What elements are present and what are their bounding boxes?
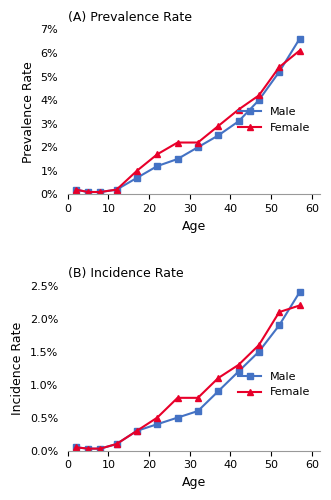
Female — [155, 414, 159, 420]
Legend: Male, Female: Male, Female — [234, 368, 314, 402]
Female — [175, 395, 179, 401]
Female — [98, 189, 102, 195]
Male — [277, 69, 281, 75]
Female — [74, 444, 78, 450]
Male — [298, 36, 302, 42]
Text: (B) Incidence Rate: (B) Incidence Rate — [68, 268, 183, 280]
Male — [175, 156, 179, 162]
Female — [74, 186, 78, 192]
Male — [155, 163, 159, 169]
Male — [86, 189, 90, 195]
Female — [216, 375, 220, 381]
Female — [135, 428, 139, 434]
Male — [237, 118, 241, 124]
Male — [115, 441, 118, 447]
Male — [257, 348, 261, 354]
Male — [196, 408, 200, 414]
Male — [216, 132, 220, 138]
Female — [237, 362, 241, 368]
Female — [98, 446, 102, 452]
Female — [277, 64, 281, 70]
Female — [115, 441, 118, 447]
Male — [135, 428, 139, 434]
Legend: Male, Female: Male, Female — [234, 103, 314, 138]
Female — [237, 106, 241, 112]
Female — [86, 189, 90, 195]
Male — [74, 444, 78, 450]
Female — [277, 309, 281, 315]
Male — [298, 290, 302, 296]
X-axis label: Age: Age — [182, 476, 206, 489]
Female — [115, 186, 118, 192]
Line: Male: Male — [73, 36, 302, 195]
Female — [155, 152, 159, 158]
Male — [257, 97, 261, 103]
Female — [135, 168, 139, 174]
Male — [135, 175, 139, 181]
Line: Female: Female — [72, 302, 303, 452]
Female — [86, 446, 90, 452]
Male — [155, 421, 159, 427]
Line: Female: Female — [72, 47, 303, 196]
Female — [298, 48, 302, 54]
Male — [175, 414, 179, 420]
Female — [216, 123, 220, 129]
Male — [237, 368, 241, 374]
Female — [298, 302, 302, 308]
Male — [98, 189, 102, 195]
Male — [86, 446, 90, 452]
Line: Male: Male — [73, 290, 302, 452]
Female — [196, 140, 200, 145]
Female — [257, 342, 261, 348]
Female — [257, 92, 261, 98]
Male — [98, 446, 102, 452]
Female — [175, 140, 179, 145]
Male — [277, 322, 281, 328]
X-axis label: Age: Age — [182, 220, 206, 232]
Male — [196, 144, 200, 150]
Y-axis label: Incidence Rate: Incidence Rate — [11, 322, 24, 415]
Male — [216, 388, 220, 394]
Text: (A) Prevalence Rate: (A) Prevalence Rate — [68, 11, 192, 24]
Male — [115, 186, 118, 192]
Y-axis label: Prevalence Rate: Prevalence Rate — [22, 61, 35, 163]
Female — [196, 395, 200, 401]
Male — [74, 186, 78, 192]
